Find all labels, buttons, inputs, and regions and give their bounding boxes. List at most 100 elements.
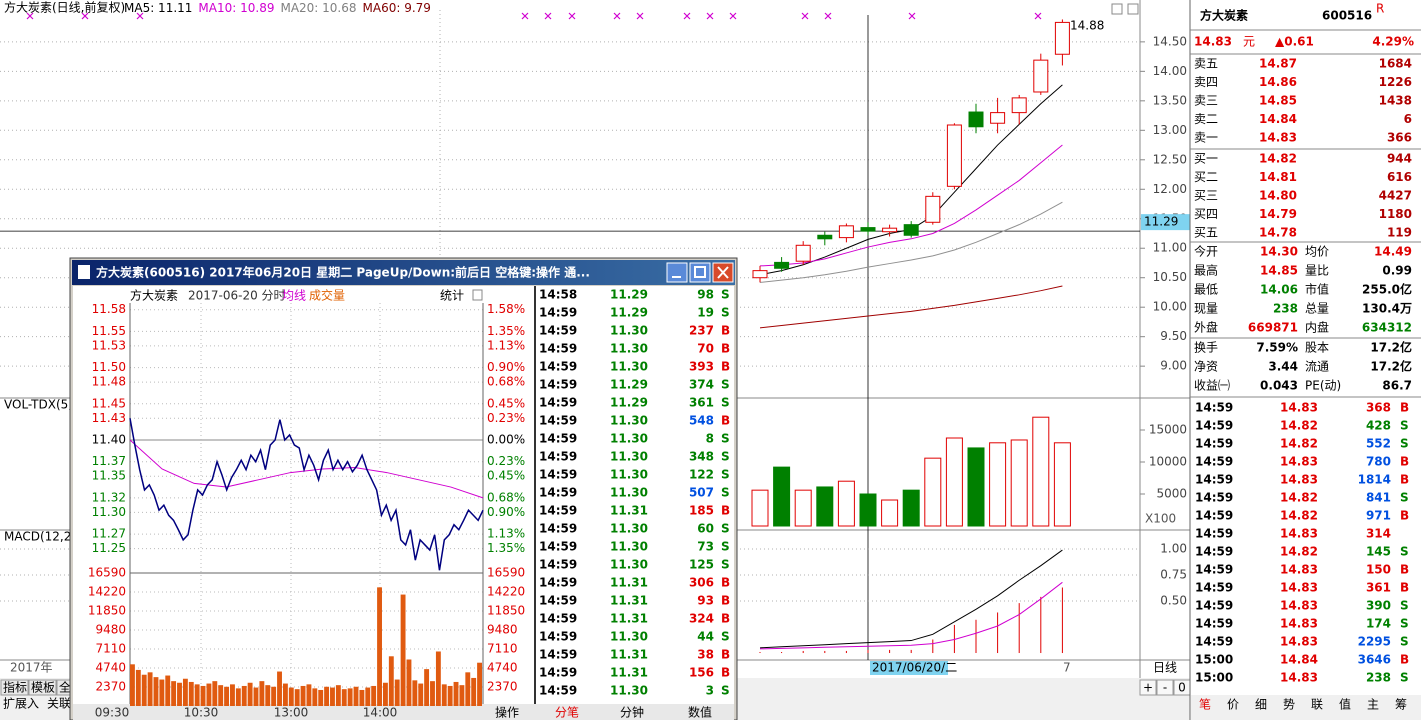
volume-bar — [471, 677, 477, 706]
button[interactable] — [28, 679, 57, 696]
icon[interactable] — [472, 289, 483, 301]
volume-bar — [230, 684, 235, 706]
maximize-button[interactable] — [689, 262, 711, 283]
button[interactable] — [1156, 679, 1174, 696]
icon[interactable] — [1127, 3, 1139, 15]
tick-side: B — [1400, 455, 1409, 469]
tick-volume: 8 — [706, 432, 714, 446]
tick-time: 14:59 — [539, 576, 577, 590]
tick-price: 11.30 — [610, 486, 648, 500]
y-tick-label: 9.50 — [1160, 329, 1187, 343]
tick-time: 14:59 — [1195, 545, 1233, 559]
stat-label: 最高 — [1194, 263, 1218, 278]
pct-label: 1.35% — [487, 541, 525, 555]
button[interactable] — [0, 679, 29, 696]
button[interactable] — [1139, 679, 1157, 696]
tick-time: 14:59 — [1195, 599, 1233, 613]
icon[interactable] — [1111, 3, 1123, 15]
tick-time: 14:59 — [1195, 563, 1233, 577]
button-label[interactable]: 关联 — [47, 697, 71, 711]
volume-bar — [1010, 439, 1028, 527]
candle-body — [774, 261, 790, 269]
button-label: + — [1143, 681, 1153, 695]
price-unit: 元 — [1243, 35, 1255, 49]
price-line — [129, 418, 484, 571]
tab[interactable]: 势 — [1283, 698, 1295, 712]
tick-time: 14:59 — [539, 612, 577, 626]
cursor-tag-label: 11.29 — [1144, 215, 1178, 229]
tab[interactable]: 笔 — [1199, 697, 1211, 712]
book-label: 买二 — [1194, 170, 1218, 184]
tick-side: S — [721, 486, 730, 500]
stat-value: 255.0亿 — [1362, 282, 1412, 297]
tab[interactable]: 主 — [1367, 698, 1379, 712]
volume-bar — [418, 683, 424, 706]
marker — [136, 12, 144, 20]
marker — [801, 12, 809, 20]
tick-side: S — [721, 432, 730, 446]
tab[interactable]: 分钟 — [620, 705, 644, 720]
button-label[interactable]: 扩展入 — [3, 697, 39, 711]
tick-side: B — [721, 576, 730, 590]
tab[interactable]: 价 — [1227, 698, 1239, 712]
book-price: 14.87 — [1259, 57, 1297, 71]
tick-price: 11.30 — [610, 684, 648, 698]
volume-bar — [147, 672, 153, 706]
tick-volume: 19 — [697, 306, 714, 320]
volume-bar — [441, 684, 447, 706]
minimize-button[interactable] — [666, 262, 688, 283]
volume-bar — [182, 678, 188, 706]
y-tick-label: 11.00 — [1153, 241, 1187, 255]
tick-time: 14:59 — [539, 522, 577, 536]
tick-time: 14:59 — [539, 306, 577, 320]
tick-side: S — [721, 684, 730, 698]
tick-side: B — [1400, 509, 1409, 523]
stats-button[interactable]: 统计 — [440, 289, 464, 303]
y-tick-label: 11.32 — [92, 490, 126, 504]
tab[interactable]: 数值 — [688, 705, 712, 720]
tick-price: 14.82 — [1280, 437, 1318, 451]
volume-bar — [453, 681, 459, 706]
tick-side: S — [721, 468, 730, 482]
candle-body — [903, 224, 919, 236]
tab[interactable]: 细 — [1255, 698, 1267, 712]
stat-label: 量比 — [1305, 264, 1329, 278]
y-tick-label: 13.50 — [1153, 93, 1187, 107]
period-label[interactable]: 日线 — [1153, 661, 1177, 675]
volume-bar — [224, 686, 230, 706]
y-tick-label: 12.00 — [1153, 182, 1187, 196]
volume-bar — [447, 685, 453, 706]
candle-body — [925, 195, 941, 223]
y-tick-label: 2370 — [95, 680, 126, 694]
volume-bar — [394, 679, 400, 706]
tick-volume: 971 — [1366, 509, 1391, 523]
y-tick-label: 7110 — [95, 642, 126, 656]
volume-bar — [324, 686, 330, 706]
tick-side: S — [1400, 419, 1409, 433]
y-tick-label: 14.50 — [1153, 34, 1187, 48]
tick-volume: 238 — [1366, 671, 1391, 685]
tick-side: B — [1400, 563, 1409, 577]
stat-value: 14.06 — [1260, 283, 1298, 297]
window-icon — [78, 265, 90, 279]
tab[interactable]: 操作 — [495, 705, 519, 720]
tick-time: 14:59 — [1195, 617, 1233, 631]
volume-bar — [382, 682, 388, 706]
volume-bar — [989, 442, 1007, 527]
y-tick-label: 11.58 — [92, 302, 126, 316]
tick-volume: 428 — [1366, 419, 1391, 433]
book-label: 买三 — [1194, 189, 1218, 203]
tab[interactable]: 联 — [1311, 698, 1323, 712]
y-tick-label: 0.75 — [1160, 568, 1187, 582]
book-price: 14.79 — [1259, 207, 1297, 221]
volume-bar — [253, 687, 259, 706]
tick-price: 11.30 — [610, 414, 648, 428]
ma-legend-item: MA5: 11.11 — [124, 1, 192, 15]
stat-label: 均价 — [1305, 245, 1329, 259]
tab[interactable]: 筹 — [1395, 698, 1407, 712]
tick-side: B — [1400, 401, 1409, 415]
volume-bar — [271, 686, 277, 706]
tab[interactable]: 值 — [1339, 697, 1351, 712]
tab[interactable]: 分笔 — [555, 705, 579, 720]
tick-price: 11.31 — [610, 666, 648, 680]
